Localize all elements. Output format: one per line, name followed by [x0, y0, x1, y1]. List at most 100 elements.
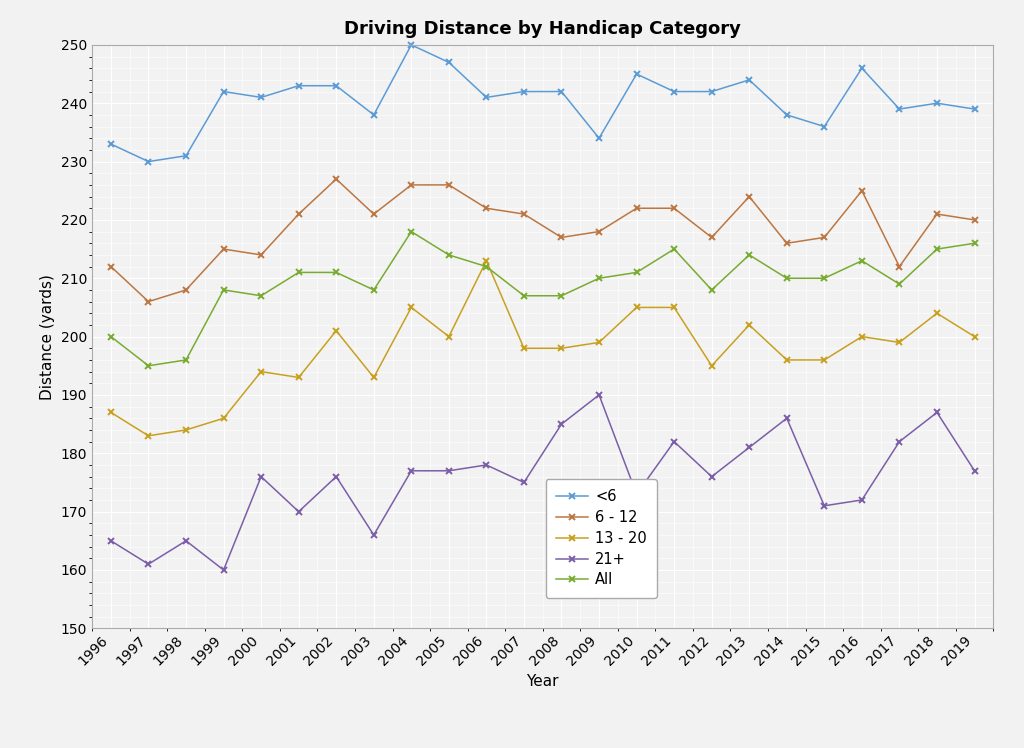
<6 [180, 151, 193, 160]
Y-axis label: Distance (yards): Distance (yards) [40, 274, 55, 399]
21+ [142, 560, 155, 568]
6 - 12 [555, 233, 567, 242]
<6 [856, 64, 868, 73]
21+ [631, 490, 643, 499]
<6 [442, 58, 455, 67]
13 - 20 [631, 303, 643, 312]
21+ [931, 408, 943, 417]
<6 [593, 134, 605, 143]
6 - 12 [631, 203, 643, 212]
21+ [180, 536, 193, 545]
6 - 12 [969, 215, 981, 224]
21+ [593, 390, 605, 399]
<6 [104, 140, 117, 149]
<6 [893, 105, 905, 114]
Line: 13 - 20: 13 - 20 [108, 257, 978, 439]
<6 [668, 87, 680, 96]
Line: 6 - 12: 6 - 12 [108, 176, 978, 305]
All [818, 274, 830, 283]
6 - 12 [931, 209, 943, 218]
13 - 20 [368, 373, 380, 382]
13 - 20 [555, 344, 567, 353]
6 - 12 [706, 233, 718, 242]
21+ [406, 466, 418, 475]
All [856, 257, 868, 266]
6 - 12 [104, 262, 117, 271]
6 - 12 [743, 192, 756, 201]
21+ [555, 420, 567, 429]
13 - 20 [893, 338, 905, 347]
All [330, 268, 342, 277]
21+ [969, 466, 981, 475]
All [480, 262, 493, 271]
All [555, 291, 567, 300]
21+ [818, 501, 830, 510]
21+ [330, 472, 342, 481]
All [217, 286, 229, 295]
<6 [406, 40, 418, 49]
All [255, 291, 267, 300]
6 - 12 [180, 286, 193, 295]
<6 [969, 105, 981, 114]
All [406, 227, 418, 236]
Line: 21+: 21+ [108, 391, 978, 574]
13 - 20 [442, 332, 455, 341]
13 - 20 [480, 257, 493, 266]
All [668, 245, 680, 254]
All [142, 361, 155, 370]
6 - 12 [780, 239, 793, 248]
6 - 12 [668, 203, 680, 212]
13 - 20 [818, 355, 830, 364]
Title: Driving Distance by Handicap Category: Driving Distance by Handicap Category [344, 19, 741, 37]
13 - 20 [406, 303, 418, 312]
6 - 12 [893, 262, 905, 271]
6 - 12 [217, 245, 229, 254]
All [442, 251, 455, 260]
6 - 12 [518, 209, 530, 218]
21+ [255, 472, 267, 481]
All [180, 355, 193, 364]
Line: All: All [108, 228, 978, 370]
6 - 12 [856, 186, 868, 195]
All [931, 245, 943, 254]
6 - 12 [818, 233, 830, 242]
21+ [293, 507, 305, 516]
All [743, 251, 756, 260]
13 - 20 [969, 332, 981, 341]
6 - 12 [368, 209, 380, 218]
21+ [217, 565, 229, 574]
<6 [217, 87, 229, 96]
<6 [818, 122, 830, 131]
21+ [856, 495, 868, 504]
21+ [668, 437, 680, 446]
All [893, 280, 905, 289]
All [518, 291, 530, 300]
21+ [780, 414, 793, 423]
All [969, 239, 981, 248]
<6 [330, 82, 342, 91]
<6 [743, 76, 756, 85]
<6 [142, 157, 155, 166]
X-axis label: Year: Year [526, 674, 559, 689]
<6 [631, 70, 643, 79]
13 - 20 [593, 338, 605, 347]
All [593, 274, 605, 283]
All [104, 332, 117, 341]
13 - 20 [668, 303, 680, 312]
All [293, 268, 305, 277]
Line: <6: <6 [108, 41, 978, 165]
6 - 12 [442, 180, 455, 189]
21+ [518, 478, 530, 487]
6 - 12 [593, 227, 605, 236]
<6 [480, 93, 493, 102]
13 - 20 [780, 355, 793, 364]
<6 [780, 111, 793, 120]
13 - 20 [255, 367, 267, 376]
21+ [893, 437, 905, 446]
6 - 12 [406, 180, 418, 189]
<6 [255, 93, 267, 102]
13 - 20 [293, 373, 305, 382]
13 - 20 [518, 344, 530, 353]
13 - 20 [142, 432, 155, 441]
13 - 20 [180, 426, 193, 435]
